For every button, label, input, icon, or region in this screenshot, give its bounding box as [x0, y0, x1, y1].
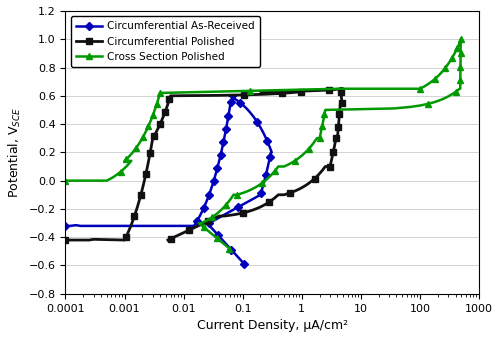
Circumferential As-Received [223, 128, 229, 133]
Cross Section Polished [62, 179, 68, 183]
Cross Section Polished [287, 161, 293, 165]
Circumferential Polished [62, 238, 68, 242]
Circumferential As-Received [228, 99, 234, 103]
Circumferential As-Received [62, 224, 68, 228]
Circumferential As-Received [242, 105, 248, 109]
Legend: Circumferential As-Received, Circumferential Polished, Cross Section Polished: Circumferential As-Received, Circumferen… [70, 16, 260, 67]
Circumferential Polished [339, 101, 345, 105]
Cross Section Polished [202, 226, 208, 231]
Circumferential Polished [332, 144, 338, 148]
Circumferential As-Received [206, 193, 212, 197]
Line: Cross Section Polished: Cross Section Polished [62, 37, 464, 251]
Circumferential As-Received [216, 234, 222, 238]
Circumferential Polished [330, 150, 336, 154]
Circumferential Polished [340, 87, 346, 91]
Circumferential As-Received [233, 94, 239, 98]
Circumferential Polished [148, 142, 154, 146]
Circumferential Polished [165, 238, 171, 242]
Cross Section Polished [226, 246, 232, 251]
Cross Section Polished [408, 105, 414, 109]
Circumferential As-Received [242, 263, 248, 267]
Cross Section Polished [450, 54, 456, 58]
Cross Section Polished [456, 41, 462, 45]
Y-axis label: Potential, V$_{SCE}$: Potential, V$_{SCE}$ [7, 107, 23, 198]
X-axis label: Current Density, μA/cm²: Current Density, μA/cm² [196, 319, 348, 332]
Circumferential Polished [328, 158, 334, 162]
Circumferential Polished [319, 168, 325, 173]
Circumferential As-Received [230, 97, 235, 101]
Cross Section Polished [198, 222, 203, 226]
Line: Circumferential Polished: Circumferential Polished [62, 86, 346, 243]
Cross Section Polished [458, 37, 464, 41]
Line: Circumferential As-Received: Circumferential As-Received [62, 93, 274, 268]
